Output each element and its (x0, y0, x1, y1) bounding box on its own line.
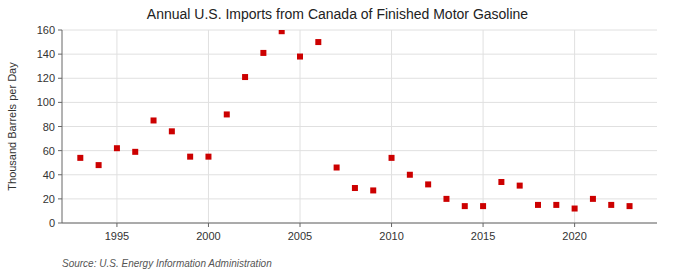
point (205, 154, 211, 160)
point (370, 187, 376, 193)
y-tick-label: 80 (43, 121, 55, 133)
point (480, 203, 486, 209)
point (535, 202, 541, 208)
source-note: Source: U.S. Energy Information Administ… (62, 258, 272, 269)
grid-line-y (62, 198, 657, 199)
axes: 1995 2000 2005 2010 2015 2020 0 20 40 60 80 100 120 1… (37, 24, 657, 242)
y-axis-label: Thousand Barrels per Day (6, 62, 18, 191)
point (498, 179, 504, 185)
grid-line-x (391, 30, 392, 223)
grid-line-y (62, 78, 657, 79)
x-tick-label: 1995 (105, 230, 129, 242)
chart-svg: 1995 2000 2005 2010 2015 2020 0 20 40 60 80 100 120 1… (0, 0, 675, 275)
point (407, 172, 413, 178)
grid-line-x (208, 30, 209, 223)
x-tick (391, 223, 392, 227)
point (279, 30, 285, 34)
point (443, 196, 449, 202)
y-tick-label: 20 (43, 193, 55, 205)
point (224, 111, 230, 117)
y-tick-label: 120 (37, 72, 55, 84)
y-tick (58, 174, 62, 175)
x-tick-label: 2000 (196, 230, 220, 242)
y-tick (58, 150, 62, 151)
point (96, 162, 102, 168)
point (352, 185, 358, 191)
grid-line-y (62, 102, 657, 103)
point (187, 154, 193, 160)
x-tick (208, 223, 209, 227)
x-tick-label: 2005 (288, 230, 312, 242)
x-tick (300, 223, 301, 227)
y-tick-label: 60 (43, 145, 55, 157)
point (608, 202, 614, 208)
y-tick (58, 54, 62, 55)
point (590, 196, 596, 202)
y-tick (58, 102, 62, 103)
point (553, 202, 559, 208)
x-tick-label: 2010 (379, 230, 403, 242)
point (77, 155, 83, 161)
grid-line-x (116, 30, 117, 223)
points (77, 30, 632, 212)
grid-line-y (62, 223, 657, 224)
point (132, 149, 138, 155)
chart-container: 1995 2000 2005 2010 2015 2020 0 20 40 60 80 100 120 1… (0, 0, 675, 275)
x-tick (483, 223, 484, 227)
point (572, 206, 578, 212)
grid-line-y (62, 126, 657, 127)
x-axis-line (62, 223, 657, 224)
y-tick-label: 140 (37, 48, 55, 60)
point (114, 145, 120, 151)
y-tick (58, 223, 62, 224)
point (151, 117, 157, 123)
grid-line-x (574, 30, 575, 223)
point (389, 155, 395, 161)
y-tick-label: 160 (37, 24, 55, 36)
y-tick (58, 30, 62, 31)
y-tick (58, 78, 62, 79)
point (517, 183, 523, 189)
y-tick (58, 198, 62, 199)
point (462, 203, 468, 209)
point (242, 74, 248, 80)
grid-line-y (62, 174, 657, 175)
y-tick (58, 126, 62, 127)
point (334, 165, 340, 171)
title: Annual U.S. Imports from Canada of Finis… (147, 6, 529, 22)
x-tick-label: 2015 (471, 230, 495, 242)
grid-line-x (483, 30, 484, 223)
point (315, 39, 321, 45)
y-tick-label: 40 (43, 169, 55, 181)
grid-line-y (62, 30, 657, 31)
x-tick (116, 223, 117, 227)
y-tick-label: 100 (37, 96, 55, 108)
grid (62, 30, 657, 223)
grid-line-y (62, 150, 657, 151)
point (169, 128, 175, 134)
point (297, 54, 303, 60)
point (260, 50, 266, 56)
x-tick (574, 223, 575, 227)
x-tick-label: 2020 (562, 230, 586, 242)
point (627, 203, 633, 209)
point (425, 181, 431, 187)
grid-line-y (62, 54, 657, 55)
y-tick-label: 0 (49, 217, 55, 229)
